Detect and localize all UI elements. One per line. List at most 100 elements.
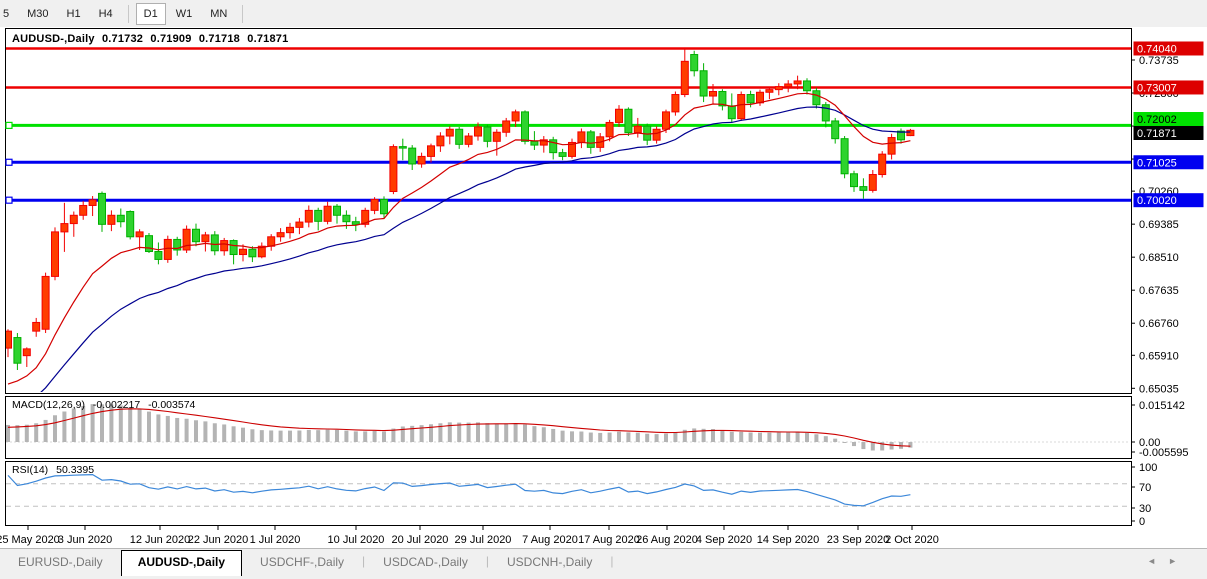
- macd-histogram-bar: [429, 424, 433, 442]
- ma-fast-line: [7, 92, 911, 385]
- candlestick: [41, 272, 50, 334]
- candlestick: [699, 63, 708, 103]
- macd-histogram-bar: [485, 423, 490, 442]
- scroll-left-icon[interactable]: ◄: [1147, 556, 1169, 566]
- timeframe-button-h1[interactable]: H1: [66, 7, 81, 20]
- price-tick-label: 0.69385: [1139, 219, 1179, 231]
- macd-histogram-bar: [269, 430, 274, 442]
- candlestick: [79, 200, 88, 220]
- timeframe-button-m5[interactable]: 5: [3, 7, 10, 20]
- candlestick: [859, 178, 868, 199]
- candlestick: [257, 242, 266, 259]
- rsi-axis-label: 70: [1139, 482, 1151, 494]
- macd-histogram-bar: [504, 423, 509, 442]
- horizontal-line-0.71025[interactable]: [5, 158, 1131, 166]
- date-tick-label: 29 Jul 2020: [455, 534, 512, 546]
- macd-histogram-bar: [570, 431, 574, 442]
- horizontal-line-0.70020[interactable]: [5, 196, 1131, 204]
- date-tick-label: 14 Sep 2020: [757, 534, 819, 546]
- tab-usdcnh-daily[interactable]: USDCNH-,Daily: [506, 555, 593, 569]
- line-drag-handle[interactable]: [5, 158, 13, 166]
- macd-histogram-bar: [353, 431, 358, 442]
- macd-histogram-bar: [617, 431, 621, 442]
- candlestick: [709, 83, 717, 104]
- macd-histogram-bar: [90, 404, 95, 442]
- candlestick: [389, 144, 398, 195]
- rsi-plot: [6, 473, 1130, 507]
- macd-histogram-bar: [419, 425, 424, 442]
- price-tick-label: 0.65910: [1139, 350, 1179, 362]
- candlestick: [511, 109, 520, 127]
- macd-histogram-bar: [128, 407, 133, 442]
- macd-histogram-bar: [222, 424, 227, 442]
- macd-histogram-bar: [466, 422, 471, 442]
- tab-usdchf-daily[interactable]: USDCHF-,Daily: [260, 555, 345, 569]
- candlestick: [314, 207, 323, 231]
- timeframe-button-d1[interactable]: D1: [135, 2, 166, 25]
- macd-histogram-bar: [184, 418, 189, 442]
- macd-histogram-bar: [870, 442, 875, 451]
- current-price-box-text: 0.71871: [1137, 128, 1177, 140]
- candlestick: [652, 126, 661, 144]
- date-tick-label: 12 Jun 2020: [130, 534, 191, 546]
- rsi-indicator-label: RSI(14) 50.3395: [12, 464, 99, 476]
- macd-axis-label: 0.015142: [1139, 400, 1185, 412]
- candlestick: [464, 133, 473, 148]
- candlestick: [60, 202, 69, 252]
- macd-histogram-bar: [560, 430, 565, 442]
- macd-histogram-bar: [532, 426, 537, 442]
- tab-audusd-daily[interactable]: AUDUSD-,Daily: [120, 550, 243, 576]
- macd-histogram-bar: [24, 424, 29, 442]
- candlestick: [6, 329, 12, 358]
- timeframe-button-mn[interactable]: MN: [210, 7, 228, 20]
- price-level-box-0.74040: 0.74040: [1133, 41, 1204, 56]
- price-level-box-0.73007: 0.73007: [1133, 80, 1204, 95]
- date-tick-label: 7 Aug 2020: [522, 534, 578, 546]
- macd-histogram-bar: [833, 438, 838, 442]
- macd-histogram-bar: [654, 434, 659, 442]
- price-level-box-0.73007-text: 0.73007: [1137, 82, 1177, 94]
- candlestick: [445, 126, 454, 145]
- macd-indicator-label: MACD(12,26,9) -0.002217 -0.003574: [12, 399, 200, 411]
- candlestick: [351, 216, 360, 232]
- candlestick: [51, 227, 59, 281]
- macd-histogram-bar: [297, 430, 302, 442]
- scroll-right-icon[interactable]: ►: [1168, 556, 1189, 566]
- macd-histogram-bar: [523, 424, 527, 442]
- candlestick: [220, 237, 229, 256]
- current-price-box: 0.71871: [1133, 126, 1204, 140]
- date-tick-label: 25 May 2020: [0, 534, 60, 546]
- macd-histogram-bar: [165, 415, 170, 442]
- timeframe-button-h4[interactable]: H4: [98, 7, 113, 20]
- macd-histogram-bar: [739, 431, 744, 442]
- macd-histogram-bar: [241, 427, 245, 442]
- tab-eurusd-daily[interactable]: EURUSD-,Daily: [18, 555, 103, 569]
- candlestick: [784, 80, 793, 93]
- tab-scroll-arrows[interactable]: ◄►: [1147, 556, 1189, 566]
- macd-histogram-bar: [729, 431, 734, 442]
- macd-histogram-bar: [541, 427, 546, 442]
- macd-histogram-bar: [664, 433, 668, 442]
- line-drag-handle[interactable]: [5, 121, 13, 129]
- macd-histogram-bar: [880, 442, 885, 451]
- candlestick: [492, 129, 501, 156]
- timeframe-button-w1[interactable]: W1: [175, 7, 193, 20]
- ma-slow-line: [40, 106, 911, 392]
- macd-histogram-bar: [701, 428, 706, 442]
- macd-histogram-bar: [607, 432, 612, 442]
- candlestick: [455, 126, 464, 149]
- candlestick: [605, 119, 614, 142]
- macd-signal-line: [7, 408, 911, 447]
- candlestick: [521, 110, 529, 145]
- macd-histogram-bar: [325, 429, 330, 442]
- line-drag-handle[interactable]: [5, 196, 13, 204]
- horizontal-line-0.72002[interactable]: [5, 121, 1131, 129]
- macd-histogram-bar: [344, 430, 349, 442]
- timeframe-button-m30[interactable]: M30: [27, 7, 49, 20]
- macd-histogram-bar: [118, 405, 123, 442]
- candlestick: [502, 117, 511, 137]
- tab-usdcad-daily[interactable]: USDCAD-,Daily: [383, 555, 468, 569]
- macd-histogram-bar: [278, 430, 283, 442]
- candlestick: [624, 107, 633, 137]
